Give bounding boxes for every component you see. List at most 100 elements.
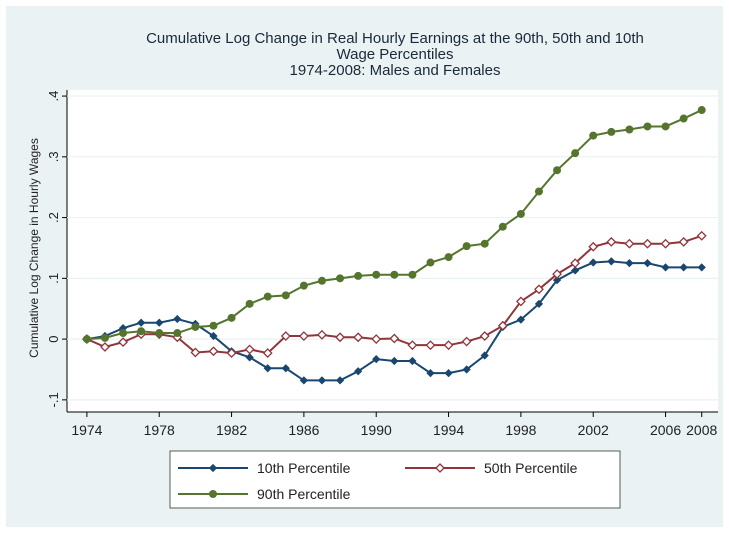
- marker: [570, 258, 581, 269]
- marker: [589, 131, 598, 140]
- marker: [245, 353, 254, 362]
- x-tick-label: 1978: [144, 422, 175, 438]
- marker: [281, 291, 290, 300]
- marker: [263, 364, 272, 373]
- marker: [443, 340, 454, 351]
- marker: [552, 276, 562, 285]
- plot-area: [67, 90, 718, 412]
- marker: [679, 263, 688, 272]
- marker: [245, 299, 254, 308]
- marker: [516, 315, 526, 324]
- marker: [372, 270, 381, 279]
- marker: [625, 125, 634, 134]
- marker: [299, 376, 309, 385]
- marker: [534, 187, 543, 196]
- marker: [678, 236, 689, 247]
- x-tick-label: 2008: [686, 422, 717, 438]
- legend-label: 10th Percentile: [257, 460, 351, 476]
- y-tick-label: .1: [46, 273, 61, 284]
- marker: [119, 329, 128, 338]
- marker: [462, 365, 471, 374]
- marker: [408, 270, 417, 279]
- marker: [480, 239, 489, 248]
- marker: [118, 337, 128, 348]
- marker: [588, 241, 599, 252]
- marker: [299, 281, 308, 290]
- marker: [624, 238, 635, 249]
- marker: [516, 209, 525, 218]
- marker: [408, 356, 417, 366]
- marker: [607, 127, 616, 136]
- marker: [697, 106, 706, 115]
- marker: [191, 322, 200, 331]
- marker: [679, 114, 688, 123]
- marker: [461, 336, 472, 347]
- marker: [155, 318, 164, 327]
- marker: [407, 340, 418, 351]
- marker: [82, 335, 91, 344]
- marker: [137, 327, 146, 336]
- marker: [137, 318, 146, 327]
- y-axis-label: Cumulative Log Change in Hourly Wages: [27, 138, 41, 358]
- marker: [661, 263, 670, 272]
- marker: [353, 332, 364, 343]
- marker: [553, 166, 562, 175]
- marker: [173, 314, 182, 324]
- x-tick-label: 1982: [216, 422, 247, 438]
- marker: [479, 331, 490, 341]
- marker: [155, 329, 164, 338]
- marker: [606, 236, 617, 247]
- legend-label: 90th Percentile: [257, 486, 351, 502]
- marker: [643, 122, 652, 131]
- marker: [534, 299, 544, 308]
- x-tick-label: 1990: [361, 422, 392, 438]
- marker: [660, 238, 671, 249]
- marker: [190, 347, 201, 358]
- marker: [208, 346, 219, 357]
- marker: [390, 356, 399, 366]
- legend-label: 50th Percentile: [484, 460, 578, 476]
- marker: [389, 333, 400, 344]
- marker: [426, 258, 435, 267]
- marker: [262, 348, 273, 358]
- marker: [209, 331, 218, 341]
- marker: [462, 242, 471, 251]
- y-tick-label: .4: [46, 91, 61, 102]
- marker: [100, 333, 109, 342]
- marker: [625, 259, 634, 268]
- chart-title: Cumulative Log Change in Real Hourly Ear…: [146, 30, 644, 47]
- marker: [444, 253, 453, 262]
- x-tick-label: 1974: [71, 422, 102, 438]
- marker: [697, 263, 706, 272]
- y-tick-label: 0: [46, 335, 61, 342]
- x-tick-label: 1986: [288, 422, 319, 438]
- marker: [209, 490, 217, 498]
- marker: [435, 463, 445, 473]
- marker: [354, 367, 363, 376]
- marker: [552, 269, 562, 280]
- marker: [444, 368, 453, 378]
- x-tick-label: 1998: [505, 422, 536, 438]
- marker: [534, 284, 544, 295]
- marker: [173, 329, 182, 338]
- marker: [571, 266, 580, 275]
- marker: [371, 334, 382, 345]
- marker: [390, 270, 399, 279]
- marker: [372, 355, 381, 364]
- marker: [281, 364, 290, 373]
- marker: [498, 222, 507, 231]
- marker: [208, 463, 218, 473]
- y-tick-label: -.1: [46, 392, 61, 407]
- marker: [227, 313, 236, 322]
- marker: [100, 342, 110, 352]
- marker: [589, 258, 598, 267]
- marker: [244, 344, 255, 355]
- x-tick-label: 2002: [578, 422, 609, 438]
- marker: [209, 321, 218, 330]
- marker: [298, 331, 309, 341]
- marker: [607, 257, 616, 266]
- marker: [336, 274, 345, 283]
- marker: [515, 296, 526, 307]
- x-tick-label: 2006: [650, 422, 681, 438]
